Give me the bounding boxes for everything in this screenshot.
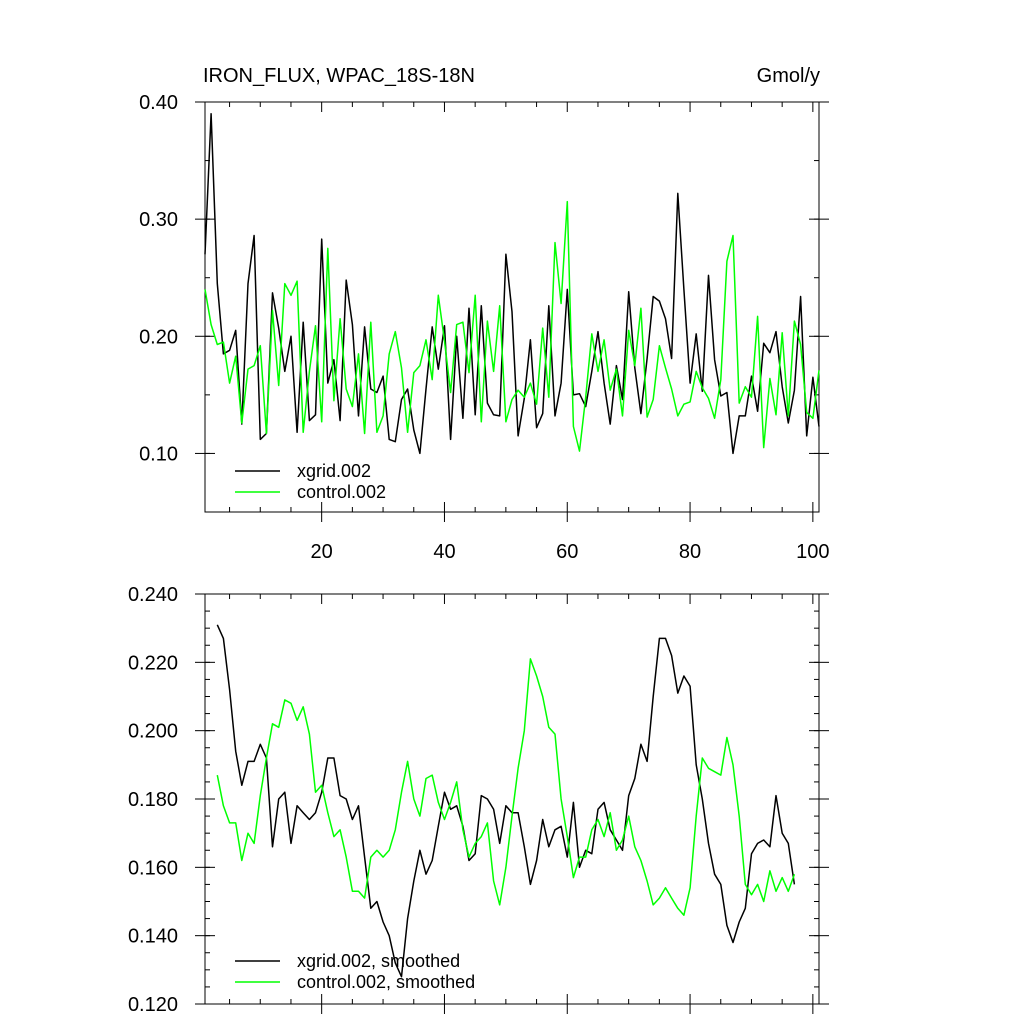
y-tick-label: 0.200 [128,721,178,743]
bottom-axis-ticks: 0.120 0.140 0.160 0.180 0.200 0.220 0.240 [128,584,829,1016]
legend-label: xgrid.002, smoothed [297,951,460,971]
y-tick-label: 0.40 [139,92,178,114]
x-tick-label: 20 [311,541,333,563]
x-tick-label: 60 [556,541,578,563]
y-tick-label: 0.120 [128,994,178,1016]
legend-label: control.002, smoothed [297,972,475,992]
bottom-series [216,624,796,978]
series-line-1 [204,200,820,452]
plot-frame-top [204,101,820,513]
y-tick-label: 0.180 [128,789,178,811]
y-tick-label: 0.30 [139,209,178,231]
y-tick-label: 0.220 [128,652,178,674]
series-line-1 [216,658,796,916]
bottom-panel: 0.120 0.140 0.160 0.180 0.200 0.220 0.240 xgri… [128,584,829,1016]
x-tick-label: 40 [433,541,455,563]
legend-label: control.002 [297,482,386,502]
x-tick-label: 100 [796,541,829,563]
top-panel: IRON_FLUX, WPAC_18S-18N Gmol/y 20 40 60 80 1… [139,65,829,563]
y-tick-label: 0.140 [128,926,178,948]
y-tick-label: 0.20 [139,326,178,348]
y-tick-label: 0.10 [139,443,178,465]
y-tick-label: 0.240 [128,584,178,606]
y-tick-label: 0.160 [128,857,178,879]
chart-title: IRON_FLUX, WPAC_18S-18N [203,65,475,87]
top-axis-ticks: 20 40 60 80 100 0.10 0.20 0.30 0.40 [139,92,829,563]
units-label: Gmol/y [757,65,820,87]
top-series [204,112,820,455]
series-line-0 [216,624,796,978]
x-tick-label: 80 [679,541,701,563]
legend-label: xgrid.002 [297,461,371,481]
plot-frame-bottom [204,593,820,1005]
